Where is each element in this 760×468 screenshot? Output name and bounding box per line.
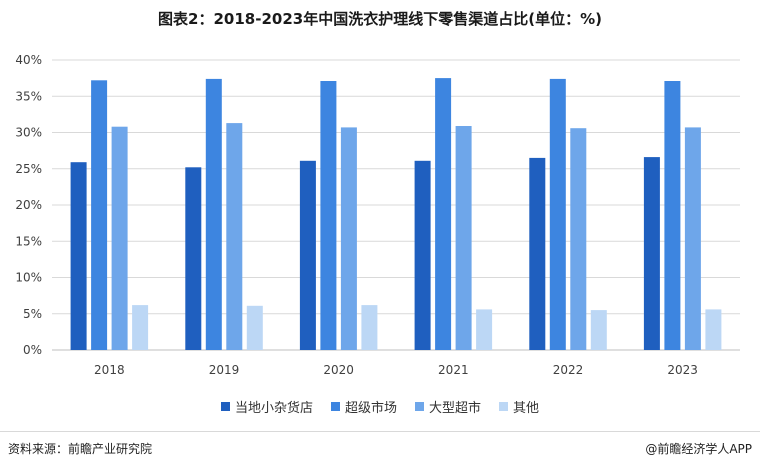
y-tick-label: 0% xyxy=(23,343,42,357)
chart-legend: 当地小杂货店 超级市场 大型超市 其他 xyxy=(0,397,760,416)
legend-label: 当地小杂货店 xyxy=(234,401,313,416)
bar-3-2018 xyxy=(111,126,128,350)
legend-swatch xyxy=(415,402,424,411)
bar-4-2023 xyxy=(705,309,722,350)
bar-2-2020 xyxy=(320,81,337,350)
legend-label: 超级市场 xyxy=(344,401,397,416)
legend-swatch xyxy=(499,402,509,411)
bar-4-2019 xyxy=(246,305,263,350)
y-tick-label: 20% xyxy=(15,198,42,212)
bar-3-2023 xyxy=(684,127,701,351)
bar-1-2020 xyxy=(299,160,316,350)
bar-2-2023 xyxy=(664,81,681,350)
bar-2-2021 xyxy=(435,78,452,350)
legend-swatch xyxy=(220,402,230,411)
y-tick-label: 25% xyxy=(15,162,42,176)
legend-label: 大型超市 xyxy=(429,401,482,416)
bar-3-2020 xyxy=(340,127,357,351)
y-tick-label: 40% xyxy=(15,53,42,67)
source-note: 资料来源：前瞻产业研究院 xyxy=(8,442,153,456)
y-tick-label: 10% xyxy=(15,271,42,285)
x-tick-label: 2023 xyxy=(667,363,698,377)
bar-2-2018 xyxy=(91,80,108,351)
x-tick-label: 2022 xyxy=(553,363,584,377)
legend-item: 大型超市 xyxy=(415,397,481,416)
bar-2-2022 xyxy=(549,78,566,351)
bar-2-2019 xyxy=(205,78,222,351)
bar-1-2018 xyxy=(70,162,87,350)
y-tick-label: 35% xyxy=(15,89,42,103)
bar-1-2019 xyxy=(185,167,202,350)
legend-item: 其他 xyxy=(499,397,539,416)
bar-3-2021 xyxy=(455,126,472,350)
x-tick-label: 2020 xyxy=(323,363,354,377)
bar-1-2021 xyxy=(414,160,431,350)
bar-4-2020 xyxy=(361,305,378,350)
bar-1-2023 xyxy=(643,157,660,350)
legend-label: 其他 xyxy=(513,401,540,416)
bar-4-2018 xyxy=(132,305,149,350)
bar-4-2021 xyxy=(476,309,493,350)
y-tick-label: 30% xyxy=(15,126,42,140)
y-tick-label: 15% xyxy=(15,234,42,248)
y-tick-label: 5% xyxy=(23,307,42,321)
chart-title: 图表2：2018-2023年中国洗衣护理线下零售渠道占比(单位：%) xyxy=(158,10,602,28)
legend-item: 当地小杂货店 xyxy=(220,397,313,416)
bar-3-2022 xyxy=(570,128,587,350)
bar-4-2022 xyxy=(590,310,607,350)
bar-1-2022 xyxy=(529,157,546,350)
x-tick-label: 2021 xyxy=(438,363,469,377)
bar-3-2019 xyxy=(226,123,243,350)
legend-item: 超级市场 xyxy=(330,397,397,416)
footer-divider xyxy=(0,431,760,432)
x-tick-label: 2018 xyxy=(94,363,125,377)
credit-note: @前瞻经济学人APP xyxy=(645,442,752,456)
x-tick-label: 2019 xyxy=(209,363,240,377)
legend-swatch xyxy=(330,402,340,411)
